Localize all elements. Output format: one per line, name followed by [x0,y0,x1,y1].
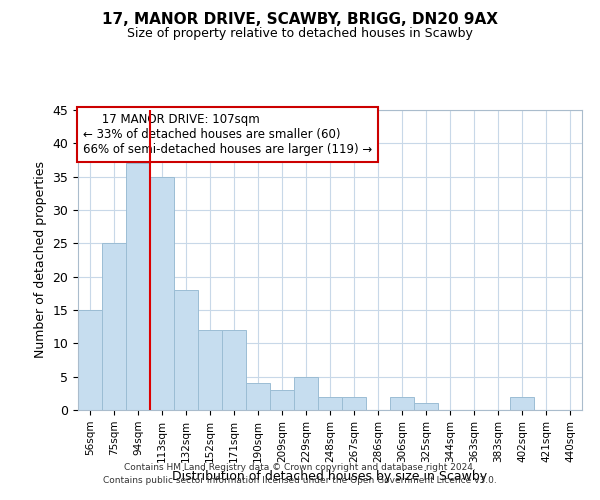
Bar [390,396,414,410]
Bar [174,290,198,410]
Text: 17, MANOR DRIVE, SCAWBY, BRIGG, DN20 9AX: 17, MANOR DRIVE, SCAWBY, BRIGG, DN20 9AX [102,12,498,28]
Bar [126,164,150,410]
Bar [102,244,126,410]
Bar [150,176,174,410]
Bar [78,310,102,410]
Bar [414,404,438,410]
Text: 17 MANOR DRIVE: 107sqm
← 33% of detached houses are smaller (60)
66% of semi-det: 17 MANOR DRIVE: 107sqm ← 33% of detached… [83,113,372,156]
Bar [294,376,318,410]
Bar [342,396,366,410]
Bar [222,330,246,410]
Bar [198,330,222,410]
Y-axis label: Number of detached properties: Number of detached properties [34,162,47,358]
Text: Contains HM Land Registry data © Crown copyright and database right 2024.: Contains HM Land Registry data © Crown c… [124,464,476,472]
X-axis label: Distribution of detached houses by size in Scawby: Distribution of detached houses by size … [172,470,488,483]
Bar [510,396,534,410]
Text: Contains public sector information licensed under the Open Government Licence v3: Contains public sector information licen… [103,476,497,485]
Text: Size of property relative to detached houses in Scawby: Size of property relative to detached ho… [127,28,473,40]
Bar [246,384,270,410]
Bar [270,390,294,410]
Bar [318,396,342,410]
